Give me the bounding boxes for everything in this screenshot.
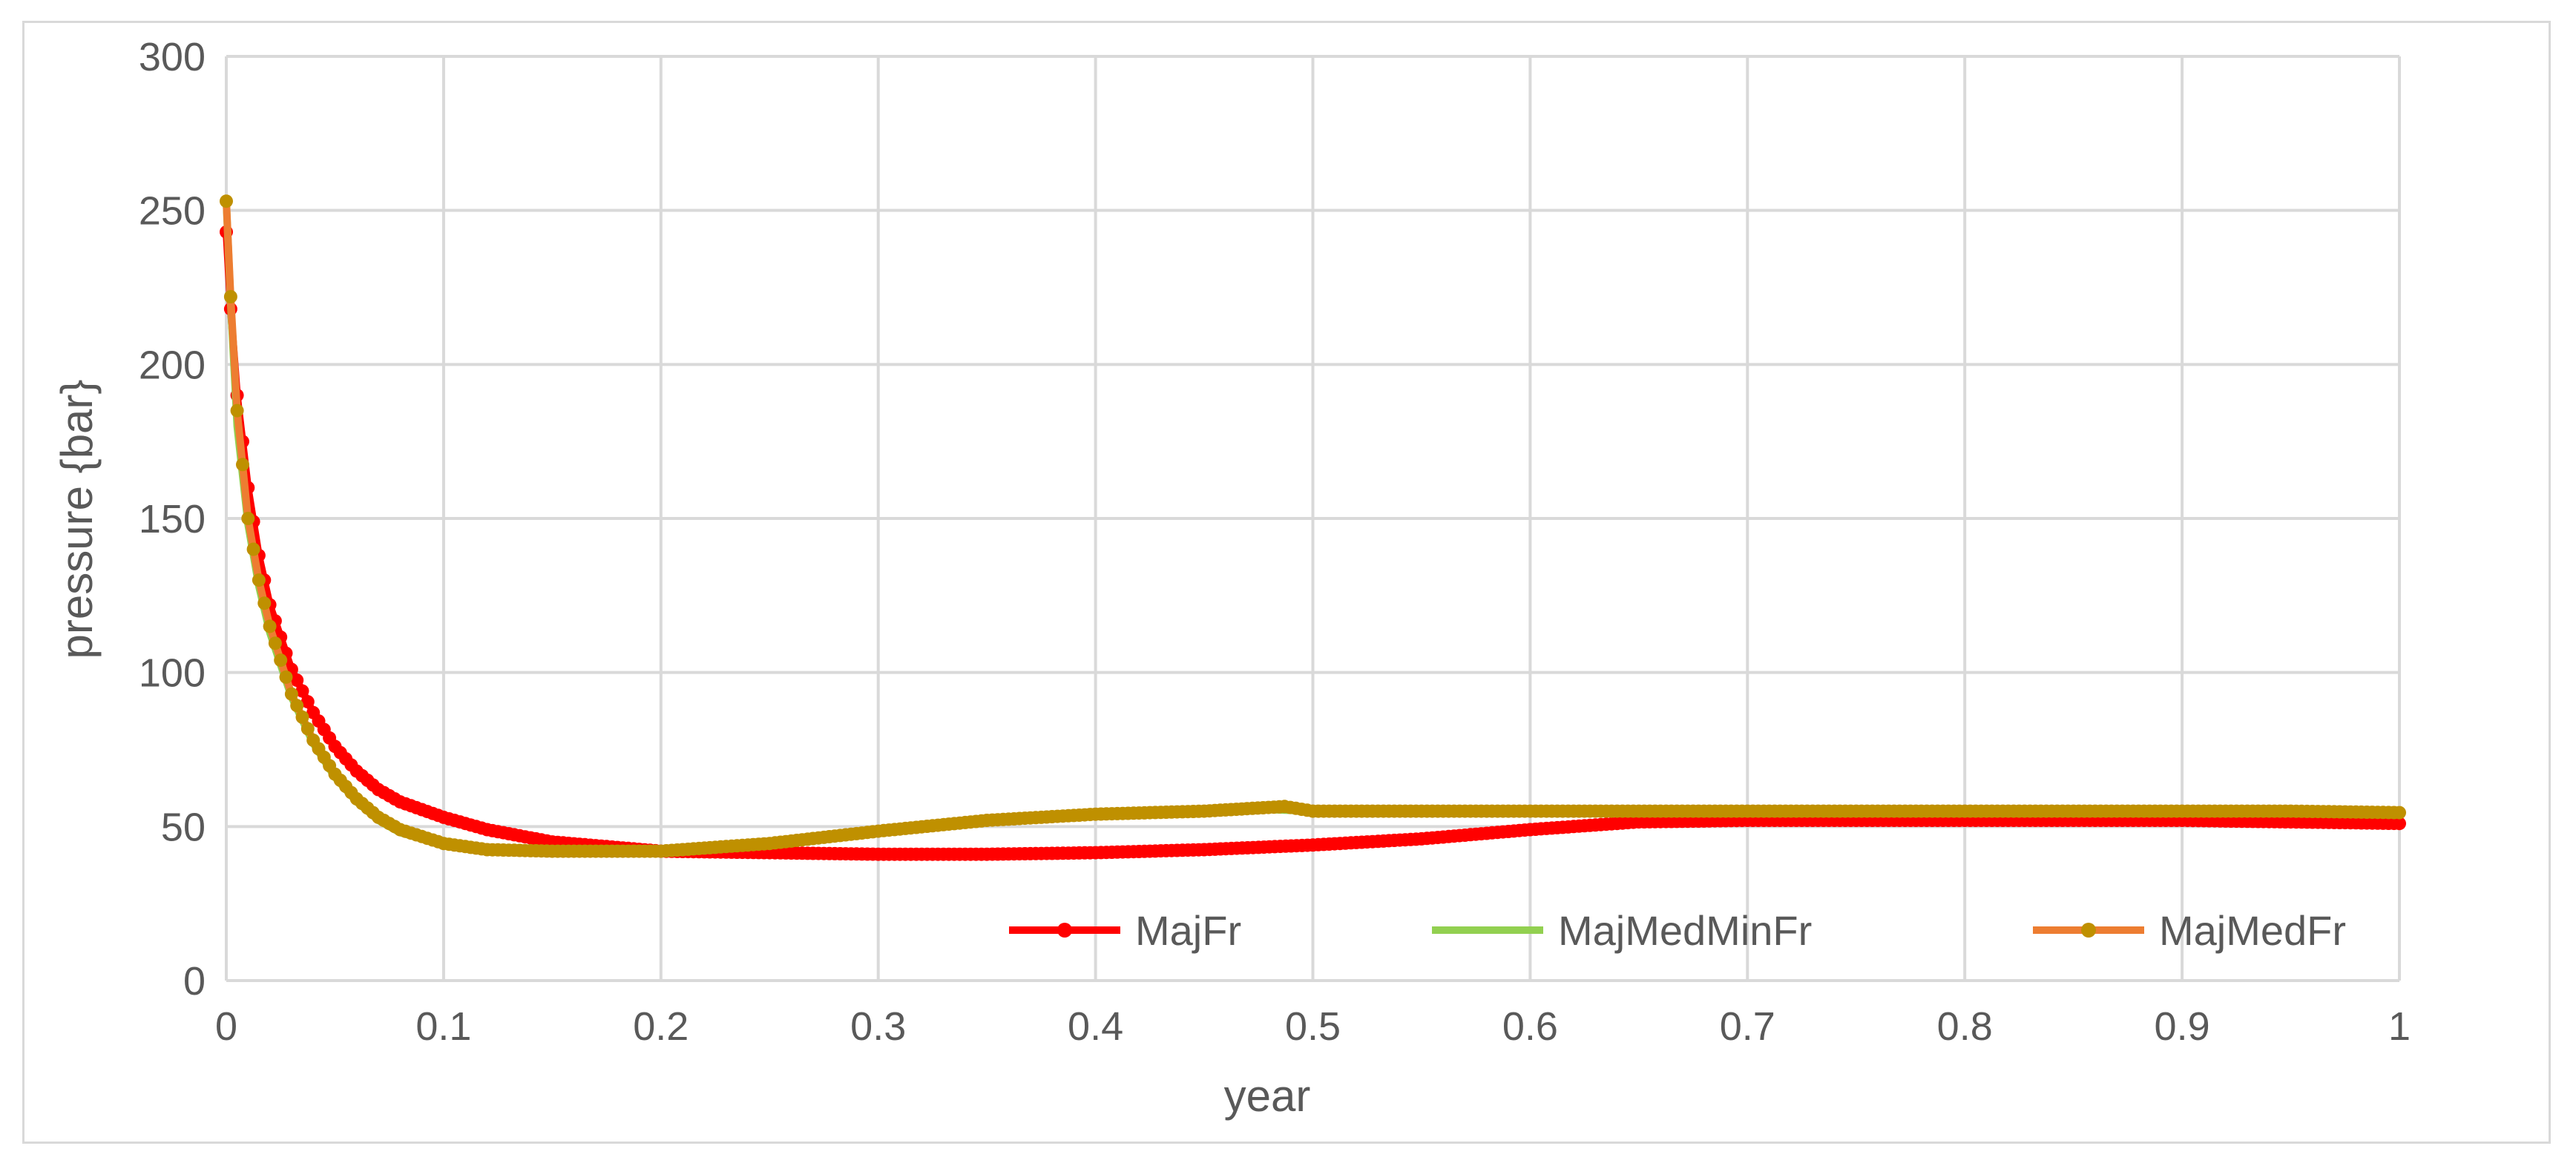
data-point	[290, 699, 304, 713]
y-axis-title: pressure {bar}	[52, 380, 102, 659]
data-point	[290, 673, 304, 687]
x-tick-label: 0.3	[850, 1004, 906, 1049]
tick-labels: 0 50 100 150 200 250 300 0 0.1 0.2 0.3 0.4 0.5 0.6 0.7…	[139, 35, 2411, 1049]
data-point	[2393, 817, 2406, 831]
data-point	[246, 542, 260, 556]
legend-entry-MajMedFr: MajMedFr	[2033, 907, 2346, 954]
x-tick-label: 0.4	[1068, 1004, 1123, 1049]
legend: MajFr MajMedMinFr MajMedFr	[1009, 907, 2346, 954]
data-point	[252, 573, 266, 587]
legend-label: MajMedFr	[2159, 907, 2346, 954]
x-tick-label: 1	[2388, 1004, 2411, 1049]
data-point	[236, 458, 249, 472]
x-tick-label: 0.7	[1720, 1004, 1775, 1049]
data-point	[241, 512, 255, 525]
data-point	[223, 290, 237, 303]
data-point	[300, 695, 315, 709]
y-tick-label: 0	[183, 959, 206, 1004]
data-point	[257, 596, 272, 610]
data-point	[268, 636, 282, 650]
x-tick-label: 0.6	[1502, 1004, 1558, 1049]
x-tick-label: 0	[215, 1004, 237, 1049]
series-MajMedFr	[220, 194, 2406, 858]
legend-entry-MajFr: MajFr	[1009, 907, 1241, 954]
x-tick-label: 0.5	[1285, 1004, 1341, 1049]
legend-marker	[1057, 923, 1072, 938]
data-point	[220, 194, 233, 208]
series-layer	[220, 194, 2406, 861]
data-point	[274, 653, 288, 668]
data-point	[284, 687, 298, 701]
data-point	[295, 710, 309, 724]
x-tick-label: 0.1	[415, 1004, 471, 1049]
x-tick-label: 0.8	[1937, 1004, 1993, 1049]
data-point	[300, 722, 315, 736]
y-tick-label: 200	[139, 343, 206, 387]
x-tick-label: 0.2	[633, 1004, 689, 1049]
y-tick-label: 150	[139, 497, 206, 541]
y-tick-label: 300	[139, 35, 206, 79]
data-point	[295, 684, 309, 698]
data-point	[2393, 806, 2406, 820]
y-tick-label: 50	[161, 805, 206, 849]
legend-label: MajMedMinFr	[1558, 907, 1812, 954]
y-tick-label: 250	[139, 189, 206, 234]
legend-label: MajFr	[1135, 907, 1241, 954]
y-tick-label: 100	[139, 651, 206, 696]
legend-entry-MajMedMinFr: MajMedMinFr	[1432, 907, 1812, 954]
x-axis-title: year	[1224, 1071, 1311, 1121]
x-tick-label: 0.9	[2155, 1004, 2210, 1049]
data-point	[279, 670, 293, 684]
data-point	[263, 619, 277, 633]
legend-marker	[2081, 923, 2096, 938]
data-point	[230, 404, 244, 418]
